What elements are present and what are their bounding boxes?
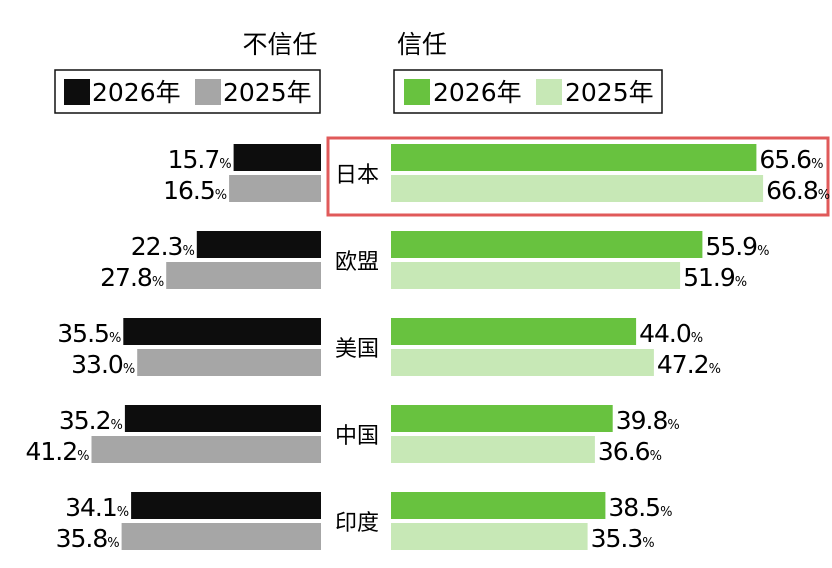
distrust-2025-value-cat-2: 33.0%	[71, 350, 135, 379]
trust-2025-value-cat-3: 36.6%	[598, 437, 662, 466]
distrust-2026-bar-cat-2	[123, 318, 321, 345]
trust-2026-value-cat-1: 55.9%	[705, 232, 769, 261]
distrust-2025-value-cat-0: 16.5%	[163, 176, 227, 205]
trust-2026-bar-cat-3	[391, 405, 613, 432]
distrust-2026-bar-cat-4	[131, 492, 321, 519]
distrust-2026-bar-cat-1	[196, 231, 321, 258]
trust-2026-bar-cat-2	[391, 318, 637, 345]
distrust-header: 不信任	[242, 30, 317, 59]
distrust-2025-value-cat-1: 27.8%	[100, 263, 164, 292]
category-label-cat-2: 美国	[335, 337, 379, 362]
distrust-2026-value-cat-0: 15.7%	[168, 145, 232, 174]
distrust-2026-bar-cat-0	[233, 144, 321, 171]
category-label-cat-3: 中国	[335, 424, 379, 449]
distrust-2025-bar-cat-2	[137, 349, 321, 376]
distrust-2025-value-cat-4: 35.8%	[56, 524, 120, 553]
trust-2026-bar-cat-0	[391, 144, 757, 171]
distrust-legend-2025-swatch	[195, 79, 221, 105]
distrust-2025-bar-cat-4	[121, 523, 321, 550]
trust-legend-2025-swatch	[536, 79, 562, 105]
trust-2026-bar-cat-4	[391, 492, 606, 519]
trust-header: 信任	[397, 30, 447, 59]
distrust-2026-bar-cat-3	[124, 405, 322, 432]
chart-marks: 日本 15.7%16.5% 65.6%66.8% 欧盟 22.3%27.8% 55.9%5…	[25, 144, 831, 553]
trust-2025-value-cat-1: 51.9%	[683, 263, 747, 292]
trust-2025-bar-cat-1	[391, 262, 681, 289]
distrust-legend-2026-label: 2026年	[92, 78, 181, 107]
trust-legend-2025-label: 2025年	[565, 78, 654, 107]
distrust-legend-box	[54, 69, 321, 114]
trust-2025-value-cat-4: 35.3%	[591, 524, 655, 553]
trust-legend-2026-swatch	[404, 79, 430, 105]
trust-2026-value-cat-4: 38.5%	[608, 493, 672, 522]
highlight-box	[326, 136, 830, 217]
trust-legend-box	[393, 69, 663, 114]
distrust-2026-value-cat-1: 22.3%	[131, 232, 195, 261]
trust-2025-value-cat-0: 66.8%	[766, 176, 830, 205]
distrust-2025-bar-cat-0	[229, 175, 321, 202]
trust-2026-value-cat-2: 44.0%	[639, 319, 703, 348]
trust-2025-bar-cat-3	[391, 436, 595, 463]
trust-2026-value-cat-0: 65.6%	[759, 145, 823, 174]
distrust-2026-value-cat-3: 35.2%	[59, 406, 123, 435]
distrust-legend-2025-label: 2025年	[223, 78, 312, 107]
trust-2025-value-cat-2: 47.2%	[657, 350, 721, 379]
category-label-cat-1: 欧盟	[335, 250, 379, 275]
trust-2026-bar-cat-1	[391, 231, 703, 258]
distrust-legend-2026-swatch	[64, 79, 90, 105]
distrust-2025-value-cat-3: 41.2%	[25, 437, 89, 466]
trust-2026-value-cat-3: 39.8%	[616, 406, 680, 435]
trust-2025-bar-cat-2	[391, 349, 654, 376]
category-label-cat-4: 印度	[335, 511, 379, 536]
distrust-2026-value-cat-2: 35.5%	[57, 319, 121, 348]
category-label-cat-0: 日本	[335, 163, 379, 188]
trust-legend-2026-label: 2026年	[433, 78, 522, 107]
distrust-2025-bar-cat-1	[166, 262, 321, 289]
distrust-2025-bar-cat-3	[91, 436, 321, 463]
trust-2025-bar-cat-4	[391, 523, 588, 550]
distrust-2026-value-cat-4: 34.1%	[65, 493, 129, 522]
trust-2025-bar-cat-0	[391, 175, 764, 202]
